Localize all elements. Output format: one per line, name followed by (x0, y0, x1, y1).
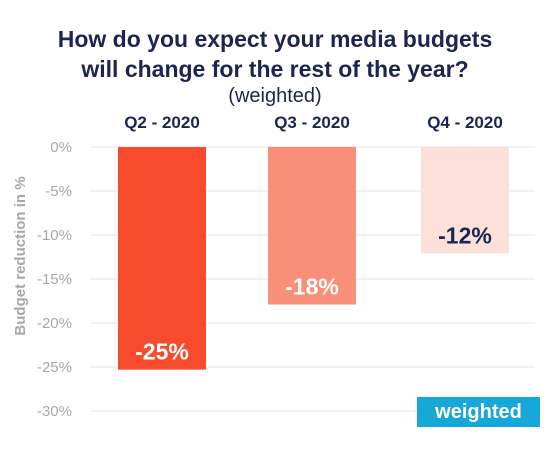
weighted-badge: weighted (417, 397, 540, 427)
y-axis-label: Budget reduction in % (12, 176, 29, 335)
chart-subtitle: (weighted) (228, 85, 322, 107)
data-label: -18% (285, 274, 339, 300)
data-label: -25% (135, 339, 189, 365)
y-tick-label: -5% (45, 183, 72, 200)
x-tick-label: Q2 - 2020 (124, 113, 200, 132)
x-tick-label: Q3 - 2020 (274, 113, 350, 132)
chart-title-line-2: will change for the rest of the year? (81, 56, 469, 82)
y-tick-label: -20% (37, 315, 72, 332)
bar (118, 147, 206, 370)
y-tick-label: -30% (37, 403, 72, 420)
y-tick-label: -15% (37, 271, 72, 288)
y-tick-label: -10% (37, 227, 72, 244)
chart-title-line-1: How do you expect your media budgets (57, 26, 493, 52)
bar (421, 147, 509, 254)
chart-title: How do you expect your media budgets wil… (0, 24, 550, 84)
data-label: -12% (438, 222, 492, 248)
x-tick-label: Q4 - 2020 (427, 113, 503, 132)
y-tick-label: 0% (50, 139, 72, 156)
bar (268, 147, 356, 305)
y-tick-label: -25% (37, 359, 72, 376)
